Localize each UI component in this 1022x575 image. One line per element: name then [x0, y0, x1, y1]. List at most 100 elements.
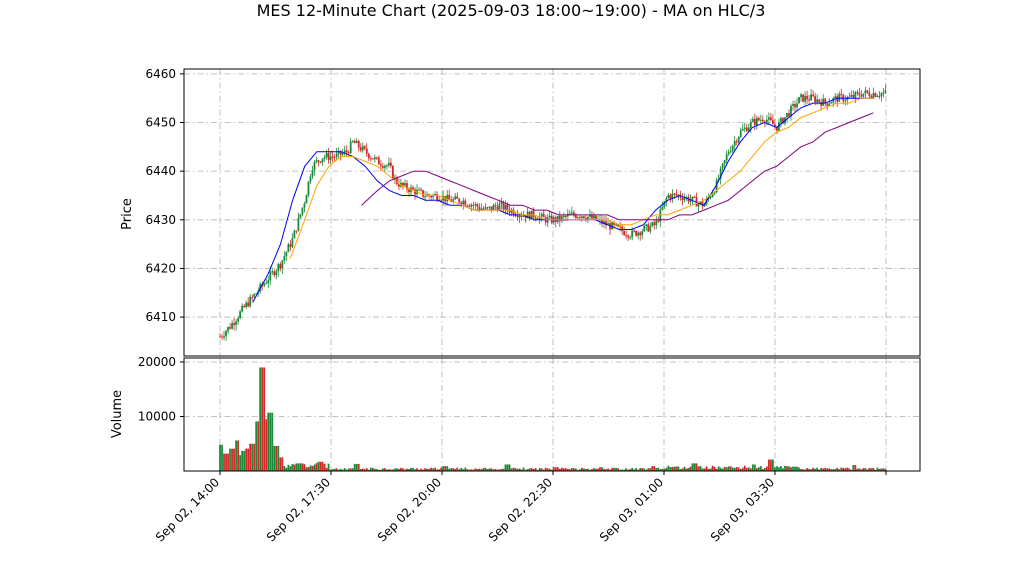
volume-bar	[866, 469, 869, 471]
volume-bar	[398, 468, 400, 471]
volume-bar	[480, 469, 483, 471]
volume-bar	[667, 465, 670, 471]
candle-body	[615, 224, 617, 226]
volume-bar	[697, 466, 700, 471]
candle-body	[476, 204, 479, 207]
candle-body	[538, 216, 541, 220]
volume-bar	[510, 468, 513, 471]
volume-bar	[858, 468, 861, 471]
volume-bar	[812, 467, 815, 471]
candle-body	[761, 119, 764, 122]
volume-bar	[428, 468, 430, 471]
candle-body	[396, 177, 398, 185]
volume-bar	[287, 464, 290, 471]
candle-body	[667, 194, 670, 199]
volume-bar	[597, 468, 599, 471]
candle-body	[536, 218, 539, 220]
candle-body	[780, 118, 782, 123]
volume-bar	[824, 467, 827, 471]
volume-bar	[691, 463, 694, 471]
volume-bar	[313, 464, 316, 471]
candle-body	[741, 129, 744, 131]
candle-body	[665, 198, 668, 202]
volume-bar	[876, 467, 879, 471]
volume-bar	[615, 467, 617, 471]
volume-bar	[687, 468, 690, 471]
candle-body	[375, 157, 378, 159]
candle-body	[651, 222, 654, 227]
candle-body	[733, 141, 736, 146]
volume-bar	[404, 469, 406, 471]
candle-body	[365, 148, 368, 154]
candle-body	[655, 220, 658, 226]
volume-bar	[619, 469, 622, 471]
volume-bar	[257, 421, 260, 471]
volume-bar	[518, 468, 521, 471]
volume-bar	[868, 467, 871, 471]
candle-body	[558, 215, 561, 222]
candle-body	[225, 331, 227, 337]
volume-bar	[400, 467, 402, 471]
volume-bar	[528, 468, 531, 471]
volume-bar	[556, 467, 559, 471]
candle-body	[504, 204, 507, 210]
volume-bar	[476, 469, 479, 471]
volume-bar	[297, 463, 300, 471]
volume-bar	[641, 467, 644, 471]
volume-bar	[727, 466, 730, 471]
candle-body	[506, 204, 509, 210]
volume-bar	[860, 469, 863, 471]
candle-body	[735, 141, 738, 143]
candle-body	[581, 216, 583, 218]
candle-body	[816, 99, 819, 103]
candle-body	[470, 204, 473, 207]
candle-body	[371, 158, 374, 160]
candle-body	[828, 103, 831, 106]
volume-bar	[392, 469, 394, 471]
volume-bar	[371, 467, 374, 471]
candle-body	[840, 93, 843, 96]
volume-bar	[394, 468, 396, 471]
candle-body	[782, 118, 784, 124]
candle-body	[379, 164, 382, 167]
volume-bar	[243, 450, 246, 471]
volume-bar	[261, 367, 264, 471]
candle-body	[876, 96, 879, 98]
candle-body	[454, 196, 457, 200]
candle-body	[331, 156, 334, 158]
volume-bar	[482, 468, 485, 471]
candle-body	[313, 161, 316, 171]
candle-body	[587, 216, 589, 220]
volume-bar	[780, 466, 782, 471]
volume-bar	[452, 468, 455, 471]
volume-bar	[796, 466, 798, 471]
volume-bar	[591, 469, 593, 471]
candle-body	[603, 221, 605, 224]
y-tick-label: 6450	[145, 116, 176, 130]
candle-body	[814, 96, 817, 103]
candle-body	[751, 119, 754, 122]
candle-body	[464, 200, 467, 206]
candlesticks	[219, 84, 887, 341]
volume-bar	[665, 467, 668, 471]
candle-body	[804, 95, 806, 102]
volume-bar	[377, 469, 380, 471]
volume-bar	[651, 466, 654, 471]
volume-bar	[816, 467, 819, 471]
candle-body	[285, 252, 288, 257]
volume-bar	[560, 467, 563, 471]
candle-body	[245, 302, 248, 308]
candle-body	[790, 105, 792, 117]
volume-bar	[343, 468, 346, 471]
volume-bar	[683, 466, 686, 471]
volume-bar	[363, 469, 366, 471]
volume-bar	[844, 468, 847, 471]
candle-body	[753, 119, 756, 126]
ma-slow-line	[361, 112, 874, 221]
candle-body	[219, 336, 221, 338]
volume-bar	[546, 468, 549, 471]
volume-bar	[365, 468, 368, 471]
candle-body	[387, 162, 390, 166]
volume-bar	[655, 468, 658, 471]
volume-bar	[741, 467, 744, 471]
